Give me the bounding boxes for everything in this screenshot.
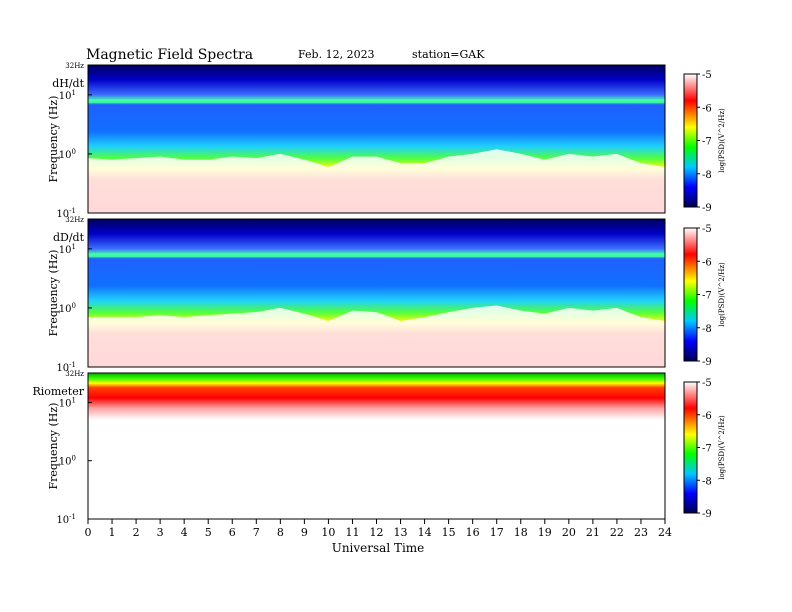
colorbar-label: log(PSD)(V^2/Hz)	[718, 108, 726, 173]
colorbar	[683, 381, 698, 514]
y-axis-label: Frequency (Hz)	[47, 96, 60, 183]
colorbar-tick-label: -8	[702, 476, 712, 487]
x-tick-label: 13	[394, 526, 408, 539]
colorbar-tick-label: -6	[702, 257, 712, 268]
y-tick-label: 101	[59, 243, 76, 256]
colorbar-tick-label: -6	[702, 411, 712, 422]
colorbar-tick-label: -8	[702, 170, 712, 181]
x-tick-label: 16	[466, 526, 480, 539]
x-tick-label: 22	[610, 526, 624, 539]
x-tick-label: 0	[85, 526, 92, 539]
x-tick-label: 6	[229, 526, 236, 539]
x-tick-label: 3	[157, 526, 164, 539]
colorbar-tick-label: -8	[702, 324, 712, 335]
y-tick-label: 100	[59, 148, 76, 161]
colorbar-tick-label: -7	[702, 137, 712, 148]
x-tick-label: 11	[345, 526, 359, 539]
colorbar-tick-label: -9	[702, 357, 712, 368]
y-tick-label: 101	[59, 396, 76, 409]
y-tick-top: 32Hz	[65, 62, 84, 70]
y-axis-label: Frequency (Hz)	[47, 250, 60, 337]
resonance-band	[88, 253, 665, 258]
y-tick-label: 100	[59, 302, 76, 315]
spectrogram-panel-3: Riometer 32Hz 101 100 10-1 Frequency (Hz) -5 -6…	[32, 370, 726, 526]
x-tick-label: 1	[109, 526, 116, 539]
x-tick-label: 12	[370, 526, 384, 539]
y-tick-top: 32Hz	[65, 216, 84, 224]
y-axis-label: Frequency (Hz)	[47, 403, 60, 490]
figure-title: Magnetic Field Spectra	[86, 47, 253, 63]
x-tick-label: 18	[514, 526, 528, 539]
colorbar-tick-label: -9	[702, 203, 712, 214]
panel-label: dD/dt	[53, 231, 85, 244]
spectrogram-image	[88, 373, 665, 519]
panel-frame	[87, 64, 666, 214]
x-tick-label: 10	[321, 526, 335, 539]
panel-label: Riometer	[32, 385, 84, 398]
x-tick-label: 14	[418, 526, 432, 539]
x-tick-label: 24	[658, 526, 672, 539]
x-tick-label: 17	[490, 526, 504, 539]
colorbar-label: log(PSD)(V^2/Hz)	[718, 262, 726, 327]
colorbar-tick-label: -5	[702, 70, 712, 81]
x-tick-label: 20	[562, 526, 576, 539]
x-tick-label: 2	[133, 526, 140, 539]
x-tick-label: 23	[634, 526, 648, 539]
figure-station: station=GAK	[412, 48, 485, 61]
x-tick-label: 5	[205, 526, 212, 539]
noise-floor-region	[88, 149, 665, 213]
x-tick-label: 4	[181, 526, 188, 539]
panel-label: dH/dt	[52, 77, 84, 90]
y-tick-label: 101	[59, 89, 76, 102]
colorbar-tick-label: -9	[702, 509, 712, 520]
resonance-band	[88, 99, 665, 104]
noise-floor-region	[88, 305, 665, 367]
y-tick-label: 100	[59, 455, 76, 468]
colorbar-label: log(PSD)(V^2/Hz)	[718, 415, 726, 480]
y-tick-top: 32Hz	[65, 370, 84, 378]
colorbar-tick-label: -6	[702, 103, 712, 114]
x-axis: 0 1 2 3 4 5 6 7 8 9 10 11 12 13 14 15 16 17 18 19 20 21 22 23 24…	[85, 519, 672, 555]
x-tick-label: 8	[277, 526, 284, 539]
figure-date: Feb. 12, 2023	[298, 48, 375, 61]
y-tick-label: 10-1	[56, 513, 76, 526]
x-tick-label: 9	[301, 526, 308, 539]
panel-frame	[87, 218, 666, 368]
x-tick-label: 21	[586, 526, 600, 539]
colorbar	[683, 227, 698, 362]
x-tick-label: 19	[538, 526, 552, 539]
colorbar-tick-label: -5	[702, 224, 712, 235]
colorbar-tick-label: -7	[702, 291, 712, 302]
colorbar-tick-label: -7	[702, 444, 712, 455]
x-tick-label: 15	[442, 526, 456, 539]
x-tick-label: 7	[253, 526, 260, 539]
colorbar-tick-label: -5	[702, 378, 712, 389]
colorbar	[683, 73, 698, 208]
x-axis-label: Universal Time	[332, 541, 425, 555]
